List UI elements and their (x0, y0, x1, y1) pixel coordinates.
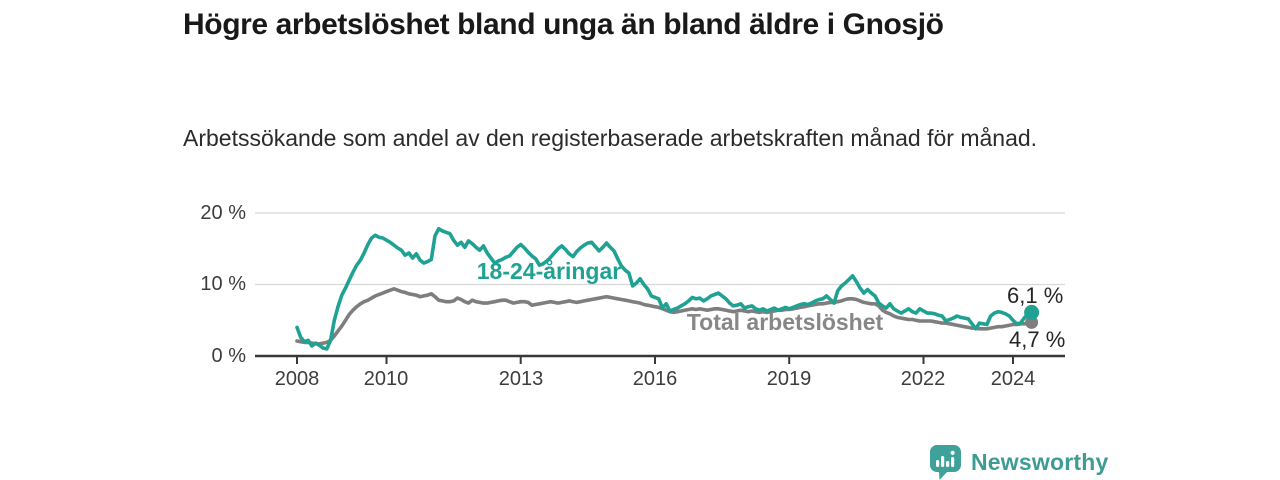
series-end-dot-youth (1024, 304, 1040, 320)
series-label-total: Total arbetslöshet (686, 309, 884, 335)
series-line-youth (295, 226, 1034, 351)
x-tick-2022: 2022 (900, 368, 946, 390)
series-layer (295, 226, 1040, 351)
x-tick-2008: 2008 (274, 368, 320, 390)
chart-title: Högre arbetslöshet bland unga än bland ä… (183, 8, 944, 41)
y-tick-20: 20 % (200, 202, 246, 224)
y-tick-10: 10 % (200, 273, 246, 295)
newsworthy-logo-icon (930, 445, 961, 480)
newsworthy-brand-link[interactable]: Newsworthy (928, 444, 1108, 480)
x-tick-2010: 2010 (363, 368, 409, 390)
series-label-youth: 18-24-åringar (476, 258, 622, 284)
series-line-total (295, 286, 1034, 346)
x-axis-ticks (296, 356, 1014, 364)
x-tick-2019: 2019 (766, 368, 812, 390)
chart-subtitle: Arbetssökande som andel av den registerb… (183, 125, 1038, 151)
x-tick-2016: 2016 (632, 368, 678, 390)
end-value-label-youth: 6,1 % (1007, 283, 1064, 308)
end-value-label-total: 4,7 % (1009, 327, 1066, 352)
brand-name: Newsworthy (971, 448, 1109, 475)
y-tick-0: 0 % (211, 345, 246, 367)
x-tick-2024: 2024 (990, 368, 1036, 390)
x-tick-2013: 2013 (498, 368, 544, 390)
